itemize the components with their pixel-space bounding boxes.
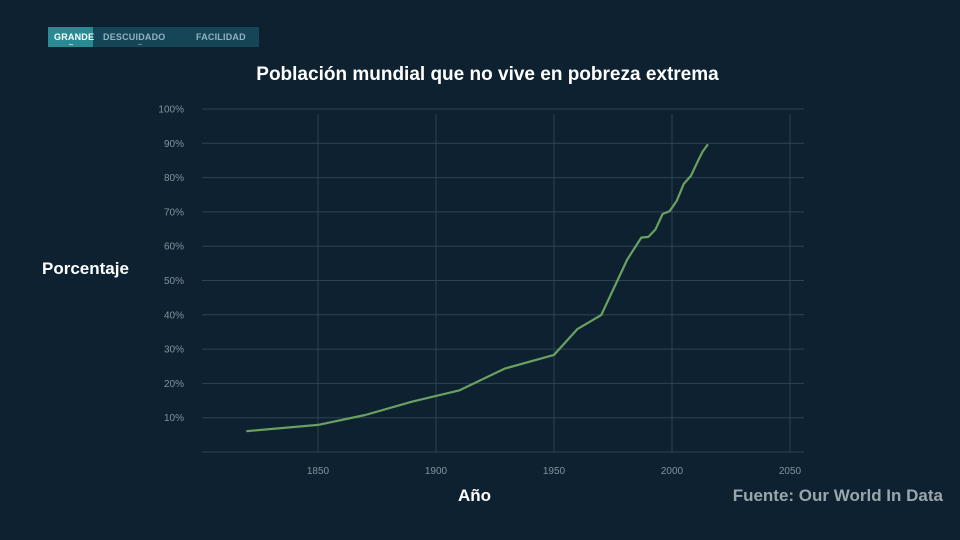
x-tick-label: 1950 bbox=[543, 466, 566, 477]
series-line bbox=[246, 143, 709, 433]
y-tick-label: 50% bbox=[164, 276, 184, 287]
y-tick-label: 10% bbox=[164, 413, 184, 424]
x-tick-label: 1850 bbox=[307, 466, 330, 477]
y-tick-label: 100% bbox=[158, 105, 184, 116]
tab-grande[interactable]: GRANDE bbox=[48, 27, 95, 47]
y-tick-label: 70% bbox=[164, 207, 184, 218]
tab-descuidado[interactable]: DESCUIDADO bbox=[93, 27, 186, 47]
series-layer bbox=[246, 143, 709, 433]
tab-bar: GRANDE DESCUIDADO FACILIDAD bbox=[48, 27, 259, 47]
tab-facilidad-label: FACILIDAD bbox=[196, 32, 246, 42]
tick-labels: 10% 20% 30% 40% 50% 60% 70% 80% 90% 100% 1850 1900 1… bbox=[158, 105, 801, 478]
grid-lines bbox=[202, 108, 804, 453]
chart-title: Población mundial que no vive en pobreza… bbox=[256, 64, 719, 85]
y-axis-label: Porcentaje bbox=[42, 259, 129, 278]
x-tick-label: 1900 bbox=[425, 466, 448, 477]
y-tick-label: 90% bbox=[164, 139, 184, 150]
y-tick-label: 80% bbox=[164, 173, 184, 184]
tab-indicator bbox=[137, 44, 142, 45]
y-tick-label: 20% bbox=[164, 379, 184, 390]
x-axis-label: Año bbox=[458, 486, 492, 505]
x-tick-label: 2000 bbox=[661, 466, 684, 477]
tab-descuidado-label: DESCUIDADO bbox=[103, 32, 166, 42]
y-tick-label: 40% bbox=[164, 310, 184, 321]
tab-facilidad[interactable]: FACILIDAD bbox=[186, 27, 259, 47]
tab-indicator bbox=[68, 44, 73, 45]
y-tick-label: 30% bbox=[164, 345, 184, 356]
x-tick-label: 2050 bbox=[779, 466, 802, 477]
tab-grande-label: GRANDE bbox=[54, 32, 95, 42]
source-note: Fuente: Our World In Data bbox=[732, 486, 943, 505]
y-tick-label: 60% bbox=[164, 242, 184, 253]
